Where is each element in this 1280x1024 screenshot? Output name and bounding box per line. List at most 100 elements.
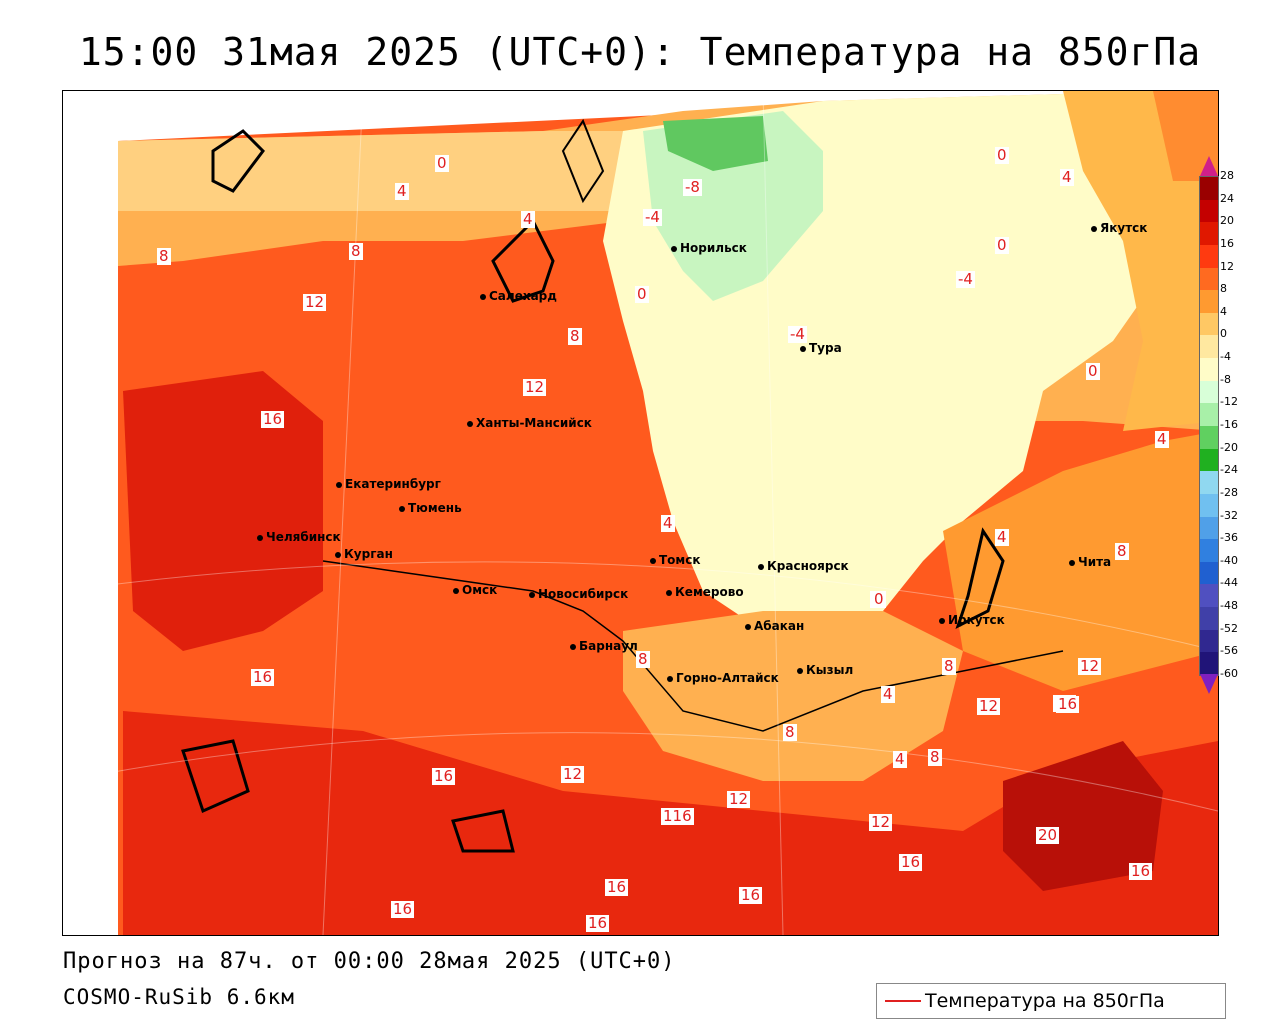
isoline-label: 16 (391, 900, 415, 918)
isoline-label: 16 (605, 878, 629, 896)
color-scale-segment (1200, 380, 1218, 404)
city-marker: Тюмень (399, 501, 462, 515)
city-marker: Абакан (745, 619, 804, 633)
color-scale-segment (1200, 448, 1218, 472)
color-scale-segment (1200, 358, 1218, 382)
city-name: Курган (344, 547, 393, 561)
color-scale-label: 8 (1220, 282, 1227, 296)
color-scale-segment (1200, 199, 1218, 223)
city-dot-icon (336, 481, 342, 488)
color-scale-label: 4 (1220, 304, 1227, 318)
isoline-label: 8 (928, 748, 942, 766)
city-name: Иркутск (948, 613, 1005, 627)
city-marker: Барнаул (570, 639, 638, 653)
color-scale-segment (1200, 652, 1218, 676)
color-scale-segment (1200, 267, 1218, 291)
city-dot-icon (257, 534, 263, 541)
city-dot-icon (667, 675, 673, 682)
isoline-label: 4 (995, 528, 1009, 546)
color-scale: 28 24 20 16 12 8 4 0 -4 -8 -12 -16 -20 -24 -28 -32 -36 -4… (1199, 156, 1280, 694)
isoline-label: 16 (251, 668, 275, 686)
color-scale-label: -36 (1220, 531, 1238, 545)
forecast-map: 0 4 4 8 8 12 -8 -4 0 0 4 -4 0 -4 0 8 12 … (62, 90, 1219, 936)
color-scale-label: 12 (1220, 259, 1234, 273)
color-scale-label: -8 (1220, 372, 1231, 386)
isoline-label: 12 (303, 293, 327, 311)
city-dot-icon (1069, 559, 1075, 566)
color-scale-segment (1200, 471, 1218, 495)
isoline-label: 20 (1036, 826, 1060, 844)
color-scale-label: 0 (1220, 327, 1227, 341)
city-name: Новосибирск (538, 587, 629, 601)
isoline-label: 8 (783, 723, 797, 741)
color-scale-label: 24 (1220, 191, 1234, 205)
city-name: Томск (659, 553, 701, 567)
color-scale-label: -16 (1220, 418, 1238, 431)
isoline-label: 12 (523, 378, 547, 396)
isoline-label: 16 (899, 853, 923, 871)
color-scale-segment (1200, 516, 1218, 540)
isoline-label: -4 (788, 325, 807, 343)
city-dot-icon (745, 623, 751, 630)
isoline-label: 4 (395, 182, 409, 200)
city-dot-icon (453, 587, 459, 594)
city-name: Норильск (680, 241, 747, 255)
legend-line-swatch (885, 1000, 921, 1002)
color-scale-label: -40 (1220, 553, 1238, 567)
color-scale-segment (1200, 561, 1218, 585)
color-scale-segment (1200, 335, 1218, 359)
city-dot-icon (570, 643, 576, 650)
city-marker: Горно-Алтайск (667, 671, 779, 685)
city-name: Барнаул (579, 639, 638, 653)
isoline-label: 4 (521, 210, 535, 228)
color-scale-segment (1200, 426, 1218, 449)
model-info: COSMO-RuSib 6.6км (63, 985, 295, 1009)
isoline-label: 12 (869, 813, 893, 831)
city-name: Омск (462, 583, 498, 597)
forecast-info: Прогноз на 87ч. от 00:00 28мая 2025 (UTC… (63, 949, 676, 974)
color-scale-segment (1200, 607, 1218, 631)
color-scale-label: -48 (1220, 599, 1238, 613)
color-scale-segment (1200, 290, 1218, 314)
isoline-label: 8 (636, 650, 650, 668)
city-dot-icon (666, 589, 672, 596)
isoline-label: 16 (1056, 695, 1080, 713)
isoline-label: -8 (683, 178, 702, 196)
color-scale-label: -44 (1220, 576, 1238, 590)
city-dot-icon (529, 591, 535, 598)
color-scale-label: 20 (1220, 214, 1234, 228)
city-marker: Тура (800, 341, 842, 355)
city-name: Тюмень (408, 501, 462, 515)
map-title: 15:00 31мая 2025 (UTC+0): Температура на… (78, 30, 1202, 74)
city-dot-icon (335, 551, 341, 558)
city-marker: Томск (650, 553, 701, 567)
color-scale-segment (1200, 312, 1218, 336)
city-dot-icon (650, 557, 656, 564)
city-name: Горно-Алтайск (676, 671, 779, 685)
color-scale-segment (1200, 244, 1218, 268)
city-dot-icon (800, 345, 806, 352)
city-name: Челябинск (266, 530, 341, 544)
isoline-label: 0 (995, 146, 1009, 164)
color-scale-label: -60 (1220, 667, 1238, 680)
city-marker: Норильск (671, 241, 747, 255)
isoline-label: 16 (586, 914, 610, 932)
city-dot-icon (480, 293, 486, 300)
color-scale-segment (1200, 584, 1218, 608)
color-scale-label: -32 (1220, 508, 1238, 522)
isoline-label: 12 (1078, 657, 1102, 675)
city-dot-icon (467, 420, 473, 427)
city-name: Кемерово (675, 585, 744, 599)
color-scale-label: -20 (1220, 440, 1238, 454)
color-scale-label: -24 (1220, 463, 1238, 477)
city-name: Абакан (754, 619, 805, 633)
city-name: Чита (1078, 555, 1112, 569)
color-scale-segment (1200, 403, 1218, 427)
city-name: Екатеринбург (345, 477, 441, 491)
color-scale-label: -28 (1220, 485, 1238, 499)
isoline-label: 16 (1129, 862, 1153, 880)
city-marker: Салехард (480, 289, 557, 303)
color-scale-bar (1199, 176, 1219, 676)
isoline-label: 4 (1060, 168, 1074, 186)
color-scale-label: 28 (1220, 169, 1234, 182)
